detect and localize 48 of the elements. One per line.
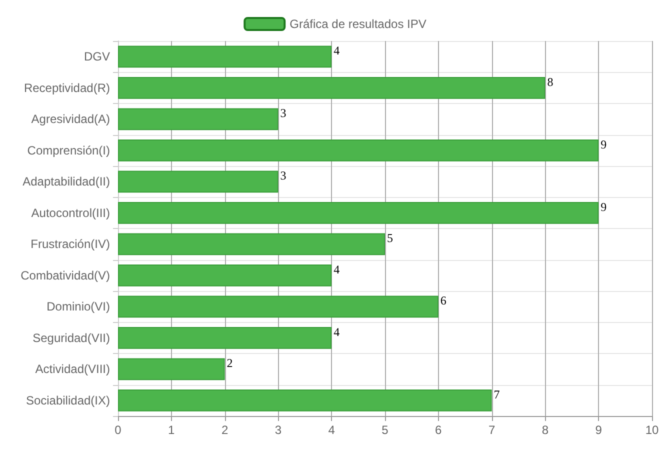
y-tick-label: Sociabilidad(IX) [26, 393, 110, 408]
bar [118, 264, 332, 286]
bar [118, 170, 278, 193]
x-tick-label: 5 [382, 423, 389, 437]
bar [118, 358, 225, 380]
x-tick-label: 8 [542, 423, 549, 437]
data-label: 3 [280, 106, 286, 120]
data-label: 5 [387, 231, 393, 246]
data-label: 9 [600, 137, 607, 152]
x-tick-label: 9 [595, 423, 602, 437]
x-tick-label: 0 [114, 423, 122, 437]
x-tick-label: 7 [488, 423, 496, 437]
y-tick-label: DGV [84, 50, 110, 64]
bar [118, 233, 385, 256]
x-tick-label: 10 [645, 423, 659, 437]
data-label: 9 [600, 200, 607, 214]
y-tick-label: Agresividad(A) [31, 112, 110, 126]
bar [118, 108, 278, 130]
data-label: 4 [334, 44, 340, 58]
bar [118, 296, 438, 318]
data-label: 6 [440, 294, 446, 308]
y-tick-label: Receptividad(R) [24, 80, 110, 95]
bar [118, 76, 546, 99]
y-tick-label: Autocontrol(III) [31, 206, 110, 220]
y-tick-label: Actividad(VIII) [35, 362, 110, 376]
data-label: 8 [547, 74, 554, 89]
x-tick-label: 4 [328, 423, 336, 437]
bar [118, 389, 492, 412]
y-tick-label: Dominio(VI) [46, 300, 110, 314]
x-tick-label: 6 [435, 423, 442, 437]
x-tick-label: 2 [221, 423, 228, 437]
y-tick-label: Comprensión(I) [27, 143, 110, 158]
y-tick-label: Combatividad(V) [20, 268, 110, 282]
data-label: 2 [226, 356, 233, 370]
data-label: 7 [494, 387, 500, 402]
y-tick-label: Seguridad(VII) [32, 330, 110, 345]
data-label: 4 [334, 324, 340, 339]
bar [118, 139, 599, 162]
y-tick-label: Frustración(IV) [30, 237, 110, 252]
x-tick-label: 3 [274, 423, 282, 437]
bar [118, 202, 599, 224]
y-tick-label: Adaptabilidad(II) [22, 174, 110, 189]
legend-label: Gráfica de resultados IPV [290, 17, 426, 31]
bar [118, 326, 332, 349]
data-label: 4 [334, 262, 340, 276]
bar [118, 46, 332, 68]
x-tick-label: 1 [168, 423, 176, 437]
data-label: 3 [280, 168, 286, 183]
